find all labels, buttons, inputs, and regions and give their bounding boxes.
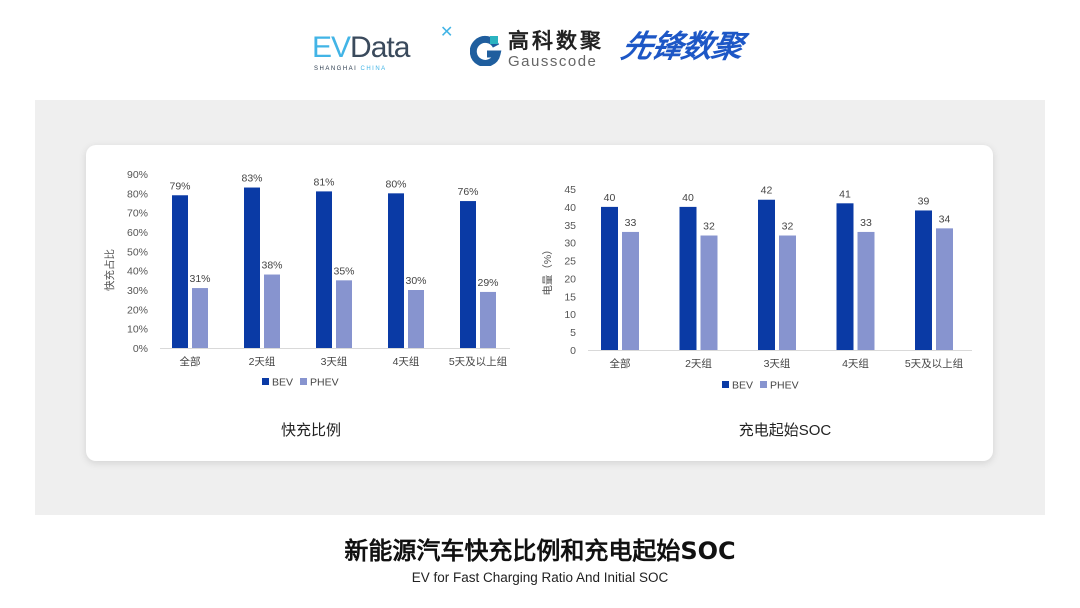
bar-bev [172, 195, 188, 348]
x-tick-label: 4天组 [842, 357, 869, 370]
legend-label: BEV [732, 380, 753, 392]
data-label: 42 [761, 185, 773, 197]
y-tick-label: 45 [564, 184, 576, 196]
x-tick-label: 全部 [610, 357, 631, 370]
y-axis-title: 电量（%） [541, 244, 554, 295]
data-label: 33 [860, 217, 872, 229]
data-label: 80% [385, 178, 406, 190]
x-tick-label: 5天及以上组 [449, 355, 508, 368]
bar-bev [316, 191, 332, 348]
x-tick-label: 3天组 [321, 355, 348, 368]
y-tick-label: 10% [127, 324, 148, 336]
sub-title: EV for Fast Charging Ratio And Initial S… [411, 570, 669, 585]
legend-swatch-bev [722, 381, 729, 388]
y-tick-label: 15 [564, 291, 576, 303]
data-label: 35% [333, 265, 354, 277]
bar-phev [408, 290, 424, 348]
x-tick-label: 2天组 [249, 355, 276, 368]
x-tick-label: 5天及以上组 [905, 357, 964, 370]
y-tick-label: 90% [127, 169, 148, 181]
data-label: 32 [703, 221, 715, 233]
y-tick-label: 80% [127, 188, 148, 200]
tagline-a: SHANGHAI [314, 66, 358, 72]
y-tick-label: 40 [564, 202, 576, 214]
bar-bev [244, 187, 260, 348]
legend-swatch-phev [760, 381, 767, 388]
data-label: 83% [241, 173, 262, 185]
data-label: 76% [457, 186, 478, 198]
data-label: 38% [261, 260, 282, 272]
y-tick-label: 40% [127, 266, 148, 278]
bar-phev [700, 235, 718, 350]
x-tick-label: 2天组 [685, 357, 712, 370]
bar-bev [836, 203, 854, 350]
evdata-logo: EVData [312, 31, 410, 64]
y-axis-title: 快充占比 [103, 249, 116, 291]
bar-bev [915, 210, 932, 350]
bar-phev [936, 228, 953, 350]
bar-bev [758, 199, 775, 350]
y-tick-label: 70% [127, 208, 148, 220]
main-title: 新能源汽车快充比例和充电起始SOC [344, 537, 736, 565]
bar-bev [679, 206, 697, 350]
legend-swatch-phev [300, 378, 307, 385]
y-tick-label: 50% [127, 246, 148, 258]
data-label: 29% [477, 277, 498, 289]
bar-phev [622, 231, 639, 350]
data-label: 39 [918, 195, 930, 207]
y-tick-label: 35 [564, 220, 576, 232]
bar-phev [264, 274, 280, 348]
y-tick-label: 30 [564, 238, 576, 250]
data-label: 40 [604, 192, 616, 204]
y-tick-label: 60% [127, 227, 148, 239]
bar-bev [460, 201, 476, 348]
data-label: 30% [405, 275, 426, 287]
y-tick-label: 30% [127, 285, 148, 297]
evdata-logo-ev: EV [312, 31, 351, 64]
evdata-logo-data: Data [350, 31, 410, 64]
y-tick-label: 0% [133, 343, 148, 355]
data-label: 32 [782, 221, 794, 233]
bar-phev [192, 288, 208, 348]
y-tick-label: 5 [570, 327, 576, 339]
legend-label: PHEV [770, 380, 799, 392]
data-label: 40 [682, 192, 694, 204]
legend-label: BEV [272, 377, 293, 389]
data-label: 79% [169, 180, 190, 192]
bar-phev [857, 231, 875, 350]
y-tick-label: 20 [564, 273, 576, 285]
gausscode-logo-cn: 高科数聚 [508, 29, 604, 53]
bar-phev [336, 280, 352, 348]
chart-title: 快充比例 [281, 422, 341, 439]
gausscode-logo-icon [470, 35, 502, 66]
x-tick-label: 3天组 [764, 357, 791, 370]
chart-title: 充电起始SOC [739, 422, 832, 439]
bar-bev [388, 193, 404, 348]
bar-bev [601, 206, 618, 350]
gausscode-logo-en: Gausscode [508, 53, 598, 70]
tagline-b: CHINA [360, 66, 387, 72]
y-tick-label: 25 [564, 256, 576, 268]
evdata-x-icon: ✕ [440, 22, 454, 41]
evdata-tagline: SHANGHAI CHINA [314, 66, 387, 73]
legend-label: PHEV [310, 377, 339, 389]
x-tick-label: 全部 [180, 355, 201, 368]
y-tick-label: 0 [570, 345, 576, 357]
data-label: 33 [625, 217, 637, 229]
y-tick-label: 10 [564, 309, 576, 321]
data-label: 31% [189, 273, 210, 285]
data-label: 34 [939, 213, 951, 225]
bar-phev [779, 235, 796, 350]
data-label: 41 [839, 188, 851, 200]
legend-swatch-bev [262, 378, 269, 385]
y-tick-label: 20% [127, 304, 148, 316]
bar-phev [480, 291, 496, 348]
data-label: 81% [313, 176, 334, 188]
x-tick-label: 4天组 [393, 355, 420, 368]
